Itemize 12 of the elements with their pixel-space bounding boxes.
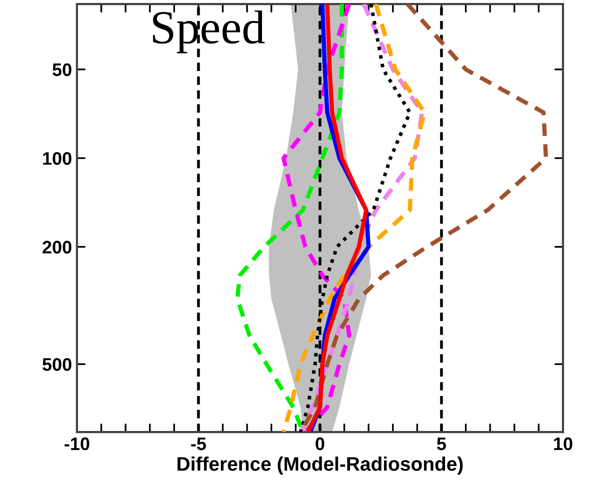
x-tick-label: -10 [64, 437, 90, 450]
y-tick-label: 100 [43, 152, 72, 165]
x-tick-label: 5 [437, 438, 446, 450]
x-tick-label: 10 [554, 437, 572, 450]
y-tick-label: 500 [42, 358, 72, 371]
annotation: Speed [153, 10, 265, 54]
x-axis-title: Difference (Model-Radiosonde) [178, 456, 463, 475]
y-tick-label: 200 [42, 240, 72, 254]
line-series [281, 4, 352, 432]
x-tick-label: 0 [316, 437, 324, 450]
x-tick-label: -5 [191, 438, 206, 450]
y-tick-label: 50 [52, 63, 72, 76]
